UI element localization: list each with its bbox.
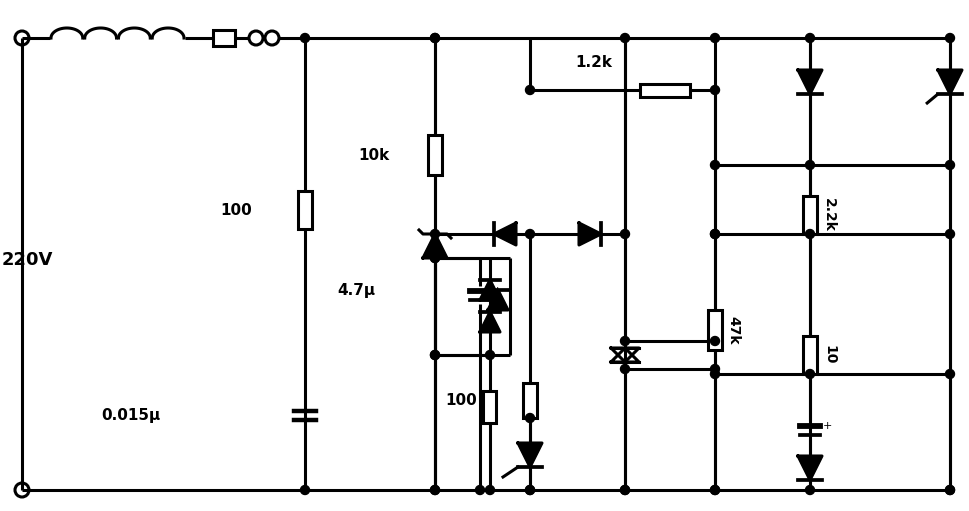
Circle shape — [620, 229, 629, 239]
Text: 220V: 220V — [2, 251, 53, 269]
Text: 100: 100 — [445, 392, 476, 407]
Polygon shape — [493, 223, 516, 245]
Circle shape — [945, 160, 953, 170]
Text: 10k: 10k — [359, 148, 390, 162]
Polygon shape — [487, 290, 508, 310]
Circle shape — [709, 485, 719, 495]
Text: 0.015μ: 0.015μ — [101, 407, 160, 423]
Circle shape — [945, 485, 953, 495]
Circle shape — [709, 369, 719, 379]
Circle shape — [485, 351, 494, 360]
Circle shape — [804, 369, 814, 379]
Bar — [213, 30, 234, 46]
Circle shape — [485, 485, 494, 495]
Circle shape — [709, 34, 719, 42]
Text: +: + — [822, 421, 831, 430]
Polygon shape — [517, 443, 542, 467]
Circle shape — [430, 253, 439, 263]
Text: 1.2k: 1.2k — [575, 55, 611, 69]
Circle shape — [430, 34, 439, 42]
Text: 4.7μ: 4.7μ — [336, 283, 375, 297]
Circle shape — [804, 34, 814, 42]
Bar — [802, 196, 816, 234]
Circle shape — [709, 229, 719, 239]
Circle shape — [300, 485, 309, 495]
Polygon shape — [797, 456, 821, 480]
Circle shape — [430, 351, 439, 360]
Text: 47k: 47k — [725, 316, 739, 344]
Bar — [640, 83, 689, 97]
Bar — [483, 391, 496, 423]
Circle shape — [620, 485, 629, 495]
Circle shape — [709, 85, 719, 95]
Polygon shape — [937, 70, 961, 94]
Text: +: + — [492, 286, 502, 295]
Polygon shape — [480, 280, 499, 300]
Circle shape — [525, 85, 534, 95]
Circle shape — [525, 229, 534, 239]
Circle shape — [430, 229, 439, 239]
Circle shape — [945, 485, 953, 495]
Text: 2.2k: 2.2k — [821, 198, 835, 232]
Circle shape — [620, 34, 629, 42]
Text: 10: 10 — [821, 345, 835, 365]
Circle shape — [620, 364, 629, 374]
Circle shape — [709, 485, 719, 495]
Circle shape — [804, 229, 814, 239]
Bar — [297, 191, 312, 229]
Circle shape — [430, 485, 439, 495]
Circle shape — [945, 369, 953, 379]
Circle shape — [709, 337, 719, 345]
Polygon shape — [578, 223, 601, 245]
Circle shape — [430, 351, 439, 360]
Polygon shape — [422, 234, 447, 258]
Circle shape — [300, 34, 309, 42]
Circle shape — [525, 485, 534, 495]
Bar — [802, 336, 816, 374]
Circle shape — [804, 485, 814, 495]
Text: 100: 100 — [220, 202, 252, 218]
Circle shape — [620, 485, 629, 495]
Circle shape — [709, 364, 719, 374]
Circle shape — [525, 485, 534, 495]
Circle shape — [525, 413, 534, 423]
Circle shape — [475, 485, 484, 495]
Circle shape — [709, 160, 719, 170]
Circle shape — [430, 485, 439, 495]
Circle shape — [620, 337, 629, 345]
Circle shape — [804, 160, 814, 170]
Circle shape — [709, 229, 719, 239]
Circle shape — [430, 253, 439, 263]
Circle shape — [430, 34, 439, 42]
Bar — [522, 383, 537, 417]
Polygon shape — [797, 70, 821, 94]
Circle shape — [945, 229, 953, 239]
Circle shape — [945, 34, 953, 42]
Bar — [427, 135, 442, 175]
Bar — [707, 310, 721, 350]
Polygon shape — [480, 312, 499, 332]
